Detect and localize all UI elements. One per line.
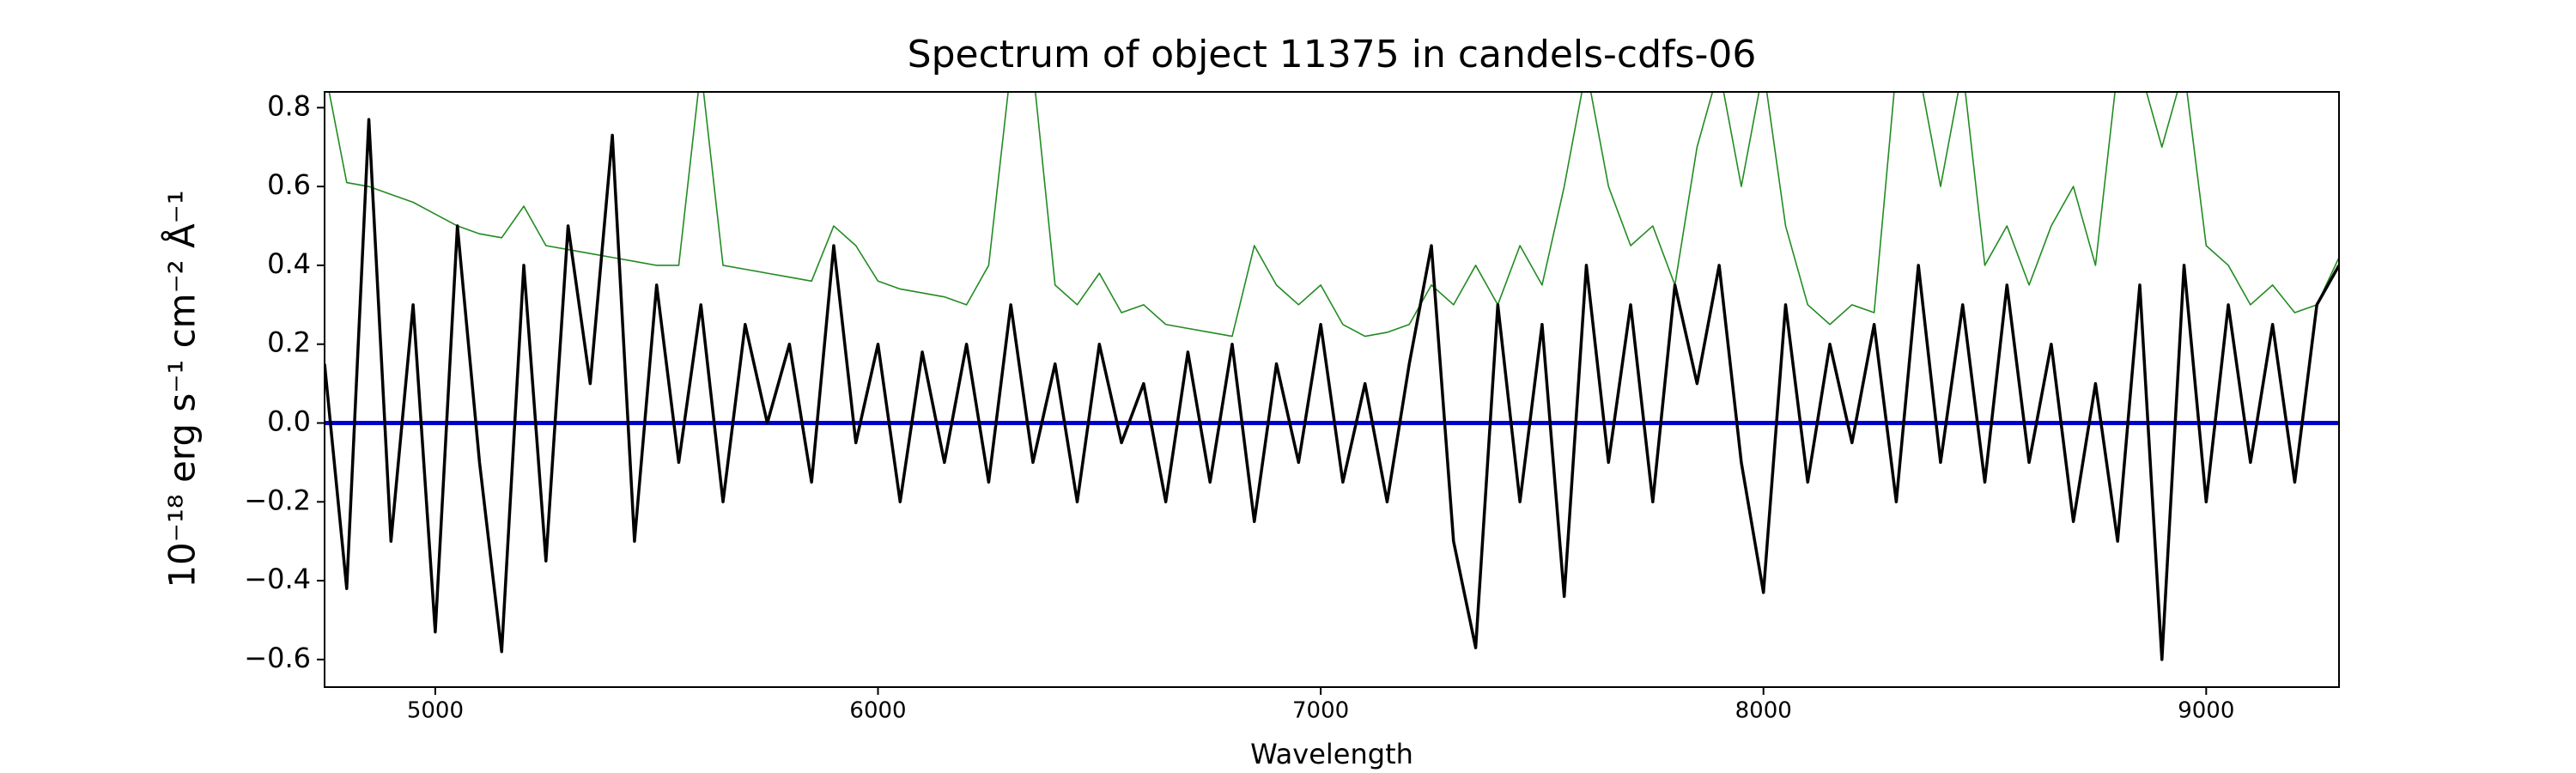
x-tick-label: 6000 xyxy=(849,698,906,724)
y-tick-label: 0.8 xyxy=(267,89,311,122)
x-tick-label: 9000 xyxy=(2178,698,2234,724)
x-axis-label: Wavelength xyxy=(1250,738,1413,770)
x-tick-label: 7000 xyxy=(1292,698,1349,724)
y-tick-label: 0.0 xyxy=(267,405,311,438)
plot-area xyxy=(325,92,2339,661)
y-axis-label: 10⁻¹⁸ erg s⁻¹ cm⁻² Å⁻¹ xyxy=(161,190,204,587)
y-tick-label: −0.6 xyxy=(244,642,311,674)
y-tick-label: −0.2 xyxy=(244,484,311,516)
spectrum-line xyxy=(325,118,2339,661)
y-tick-label: 0.4 xyxy=(267,247,311,280)
spectrum-line xyxy=(328,92,2339,338)
axes-frame xyxy=(324,91,2340,688)
chart-title: Spectrum of object 11375 in candels-cdfs… xyxy=(908,33,1757,76)
x-tick-label: 8000 xyxy=(1735,698,1792,724)
y-tick-label: 0.2 xyxy=(267,326,311,359)
x-tick-label: 5000 xyxy=(407,698,464,724)
y-tick-label: 0.6 xyxy=(267,168,311,201)
y-tick-label: −0.4 xyxy=(244,563,311,595)
